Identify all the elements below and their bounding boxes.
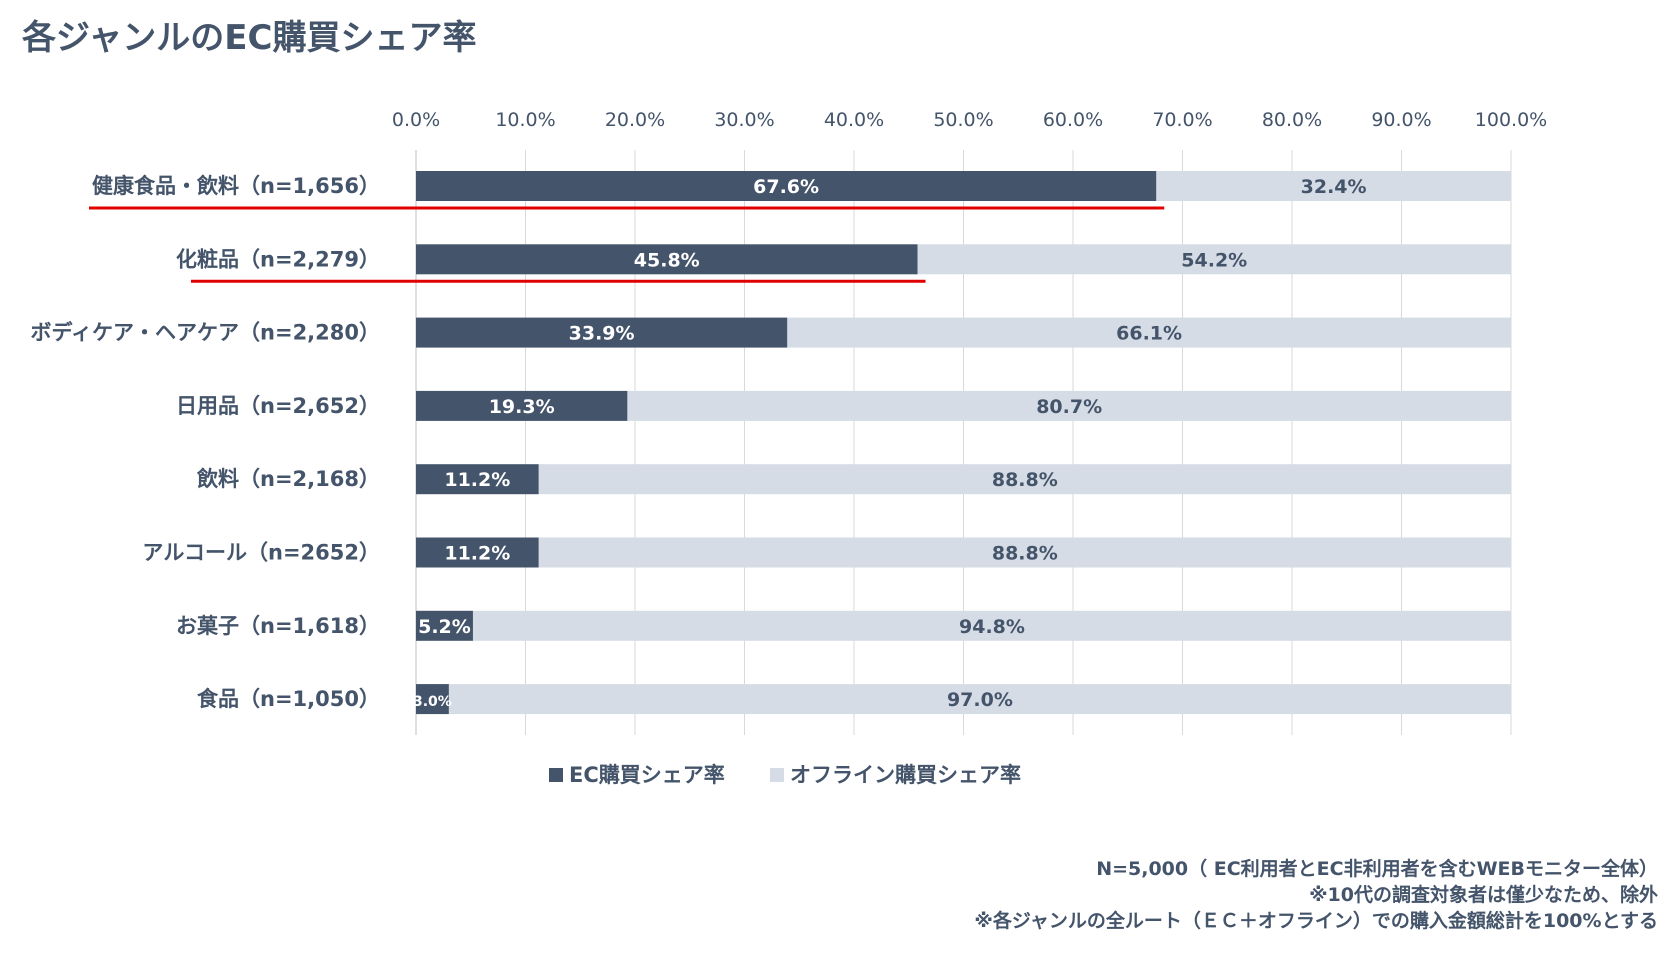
x-tick-label: 20.0% [605,109,665,131]
x-tick-label: 100.0% [1475,109,1547,131]
bar-offline [472,610,1512,641]
data-label-offline: 88.8% [992,543,1058,565]
legend-label-ec: EC購買シェア率 [569,763,725,787]
legend-swatch-ec [549,768,563,782]
data-label-offline: 32.4% [1301,176,1367,198]
bar-offline [1156,171,1511,201]
x-tick-label: 30.0% [714,109,774,131]
footnotes: N=5,000（ EC利用者とEC非利用者を含むWEBモニター全体） ※10代の… [974,856,1658,934]
data-label-offline: 88.8% [992,469,1058,491]
footnote-basis: ※各ジャンルの全ルート（ＥＣ＋オフライン）での購入金額総計を100%とする [974,910,1658,932]
chart-title: 各ジャンルのEC購買シェア率 [22,18,477,58]
bar-offline [538,537,1511,568]
bar-offline [787,317,1511,348]
x-tick-label: 70.0% [1152,109,1212,131]
x-tick-label: 0.0% [392,109,440,131]
footnote-exclusion: ※10代の調査対象者は僅少なため、除外 [1309,884,1658,906]
data-label-ec: 11.2% [444,469,510,491]
data-label-offline: 80.7% [1036,396,1102,418]
bar-ec [416,537,539,568]
footnote-sample: N=5,000（ EC利用者とEC非利用者を含むWEBモニター全体） [1096,858,1658,880]
category-label: 飲料（n=2,168） [196,467,380,491]
category-label: アルコール（n=2652） [142,541,380,565]
legend-swatch-offline [770,768,784,782]
data-label-offline: 97.0% [947,689,1013,711]
data-label-ec: 5.2% [418,616,471,638]
bar-offline [627,390,1511,421]
category-label: ボディケア・ヘアケア（n=2,280） [31,321,381,345]
data-label-offline: 66.1% [1116,323,1182,345]
data-label-ec: 19.3% [489,396,555,418]
data-label-ec: 33.9% [569,323,635,345]
data-label-offline: 94.8% [959,616,1025,638]
category-label: 健康食品・飲料（n=1,656） [92,174,380,198]
data-label-offline: 54.2% [1181,249,1247,271]
bar-ec [416,464,539,495]
data-label-ec: 3.0% [413,694,452,710]
legend-label-offline: オフライン購買シェア率 [790,763,1021,787]
bar-ec [416,684,449,715]
x-tick-label: 80.0% [1262,109,1322,131]
bar-ec [416,610,473,641]
x-tick-label: 10.0% [495,109,555,131]
bar-ec [416,317,788,348]
category-label: 日用品（n=2,652） [176,394,380,418]
data-label-ec: 45.8% [634,249,700,271]
category-label: お菓子（n=1,618） [176,614,380,638]
bar-offline [917,244,1511,275]
x-tick-label: 60.0% [1043,109,1103,131]
bar-ec [416,171,1157,201]
data-label-ec: 67.6% [753,176,819,198]
chart: 0.0% 10.0% 20.0% 30.0% 40.0% 50.0% 60.0% 70.0% 8… [31,109,1548,787]
category-label: 化粧品（n=2,279） [176,247,380,271]
bar-offline [448,684,1512,715]
x-tick-label: 50.0% [933,109,993,131]
bar-ec [416,244,918,275]
bar-ec [416,390,628,421]
category-label: 食品（n=1,050） [197,687,380,711]
x-tick-label: 40.0% [824,109,884,131]
bar-offline [538,464,1511,495]
x-tick-label: 90.0% [1371,109,1431,131]
data-label-ec: 11.2% [444,543,510,565]
